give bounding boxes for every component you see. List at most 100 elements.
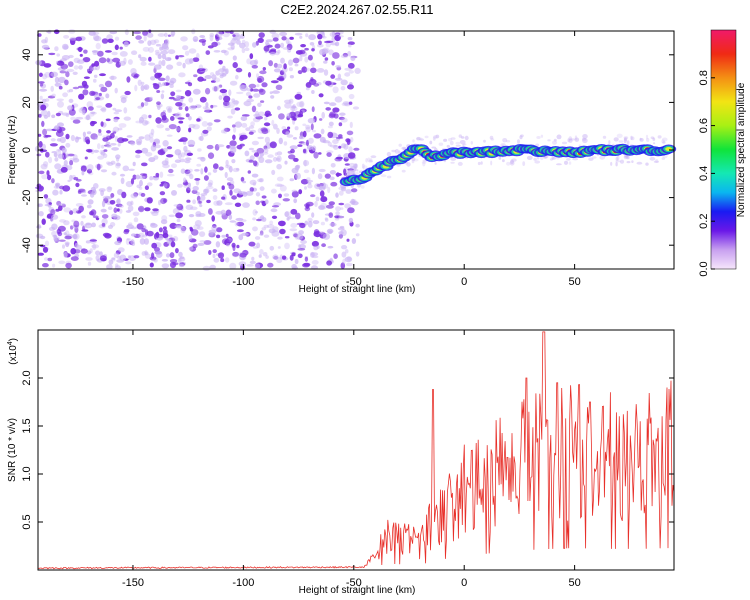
noise-speckle <box>87 261 92 266</box>
noise-speckle <box>144 134 151 141</box>
noise-speckle <box>175 102 183 107</box>
noise-speckle <box>328 49 334 56</box>
track-haze-speckle <box>438 142 444 146</box>
noise-speckle <box>335 65 342 68</box>
track-haze-speckle <box>636 161 643 165</box>
noise-speckle <box>306 139 309 147</box>
noise-speckle <box>288 59 293 66</box>
noise-speckle <box>311 90 315 94</box>
noise-speckle <box>133 75 139 79</box>
noise-speckle <box>220 258 225 263</box>
noise-speckle <box>69 174 73 181</box>
noise-speckle <box>209 32 215 38</box>
noise-speckle <box>329 222 337 227</box>
noise-speckle <box>283 193 290 197</box>
noise-speckle <box>178 106 183 110</box>
noise-speckle <box>294 32 303 36</box>
track-haze-speckle <box>450 157 457 161</box>
noise-speckle <box>209 264 216 270</box>
noise-speckle <box>184 81 191 85</box>
noise-speckle <box>189 58 194 64</box>
track-haze-speckle <box>483 139 486 143</box>
noise-speckle <box>289 75 294 79</box>
snr-y-ticks: 0.5 1.0 1.5 2.0 <box>21 370 674 530</box>
track-haze-speckle <box>457 161 463 166</box>
noise-speckle <box>288 111 297 119</box>
noise-speckle <box>175 89 182 93</box>
noise-speckle <box>118 204 124 208</box>
track-haze-speckle <box>610 161 613 166</box>
noise-speckle <box>299 49 306 55</box>
noise-speckle <box>277 49 281 54</box>
noise-speckle <box>58 260 66 265</box>
noise-speckle <box>140 84 145 92</box>
noise-speckle <box>292 137 298 140</box>
noise-speckle <box>344 256 353 263</box>
noise-speckle <box>170 241 176 248</box>
noise-speckle <box>231 195 238 200</box>
noise-speckle <box>83 76 90 79</box>
noise-speckle <box>196 118 201 122</box>
noise-speckle <box>135 154 141 159</box>
noise-speckle <box>38 141 43 148</box>
noise-speckle <box>351 201 359 206</box>
track-haze-speckle <box>533 157 537 161</box>
noise-speckle <box>47 29 52 34</box>
svg-text:(x104): (x104) <box>7 338 19 365</box>
noise-speckle <box>347 84 354 90</box>
noise-speckle <box>169 259 178 263</box>
noise-speckle <box>90 133 98 140</box>
noise-speckle <box>92 243 97 251</box>
snr-scale-suffix: ) <box>8 338 19 341</box>
noise-speckle <box>172 262 179 266</box>
noise-speckle <box>310 194 316 198</box>
noise-speckle <box>167 173 175 177</box>
noise-speckle <box>206 199 211 204</box>
track-haze-speckle <box>470 141 473 145</box>
noise-speckle <box>83 49 88 54</box>
noise-speckle <box>305 87 310 91</box>
noise-speckle <box>240 219 247 223</box>
noise-speckle <box>320 128 325 135</box>
noise-speckle <box>41 120 45 127</box>
noise-speckle <box>235 74 239 80</box>
noise-speckle <box>83 84 89 89</box>
noise-speckle <box>82 89 89 96</box>
x-tick-label: -100 <box>232 577 254 589</box>
noise-speckle <box>287 113 291 118</box>
noise-speckle <box>107 186 113 190</box>
track-haze-speckle <box>645 134 649 139</box>
noise-speckle <box>241 47 246 54</box>
noise-speckle <box>251 173 259 178</box>
noise-speckle <box>82 109 86 116</box>
noise-speckle <box>144 85 148 90</box>
noise-speckle <box>159 171 164 178</box>
noise-speckle <box>212 168 218 173</box>
y-tick-label: 1.5 <box>21 418 33 433</box>
noise-speckle <box>40 109 49 117</box>
noise-speckle <box>148 114 152 119</box>
noise-speckle <box>349 121 353 129</box>
noise-speckle <box>42 263 49 268</box>
noise-speckle <box>192 124 200 130</box>
noise-speckle <box>326 260 332 266</box>
noise-speckle <box>188 238 197 243</box>
noise-speckle <box>38 211 44 217</box>
noise-speckle <box>60 166 68 173</box>
track-haze-speckle <box>401 169 406 173</box>
noise-speckle <box>228 214 233 220</box>
noise-speckle <box>338 122 343 127</box>
track-haze-speckle <box>353 166 356 171</box>
noise-speckle <box>132 174 137 180</box>
noise-speckle <box>307 182 312 185</box>
noise-speckle <box>307 54 313 61</box>
track-haze-speckle <box>624 137 628 142</box>
noise-speckle <box>168 106 172 113</box>
noise-speckle <box>269 141 277 149</box>
noise-speckle <box>149 262 154 268</box>
noise-speckle <box>270 208 278 213</box>
noise-speckle <box>289 178 295 182</box>
noise-speckle <box>164 182 170 189</box>
noise-speckle <box>91 244 100 249</box>
noise-speckle <box>233 126 237 133</box>
